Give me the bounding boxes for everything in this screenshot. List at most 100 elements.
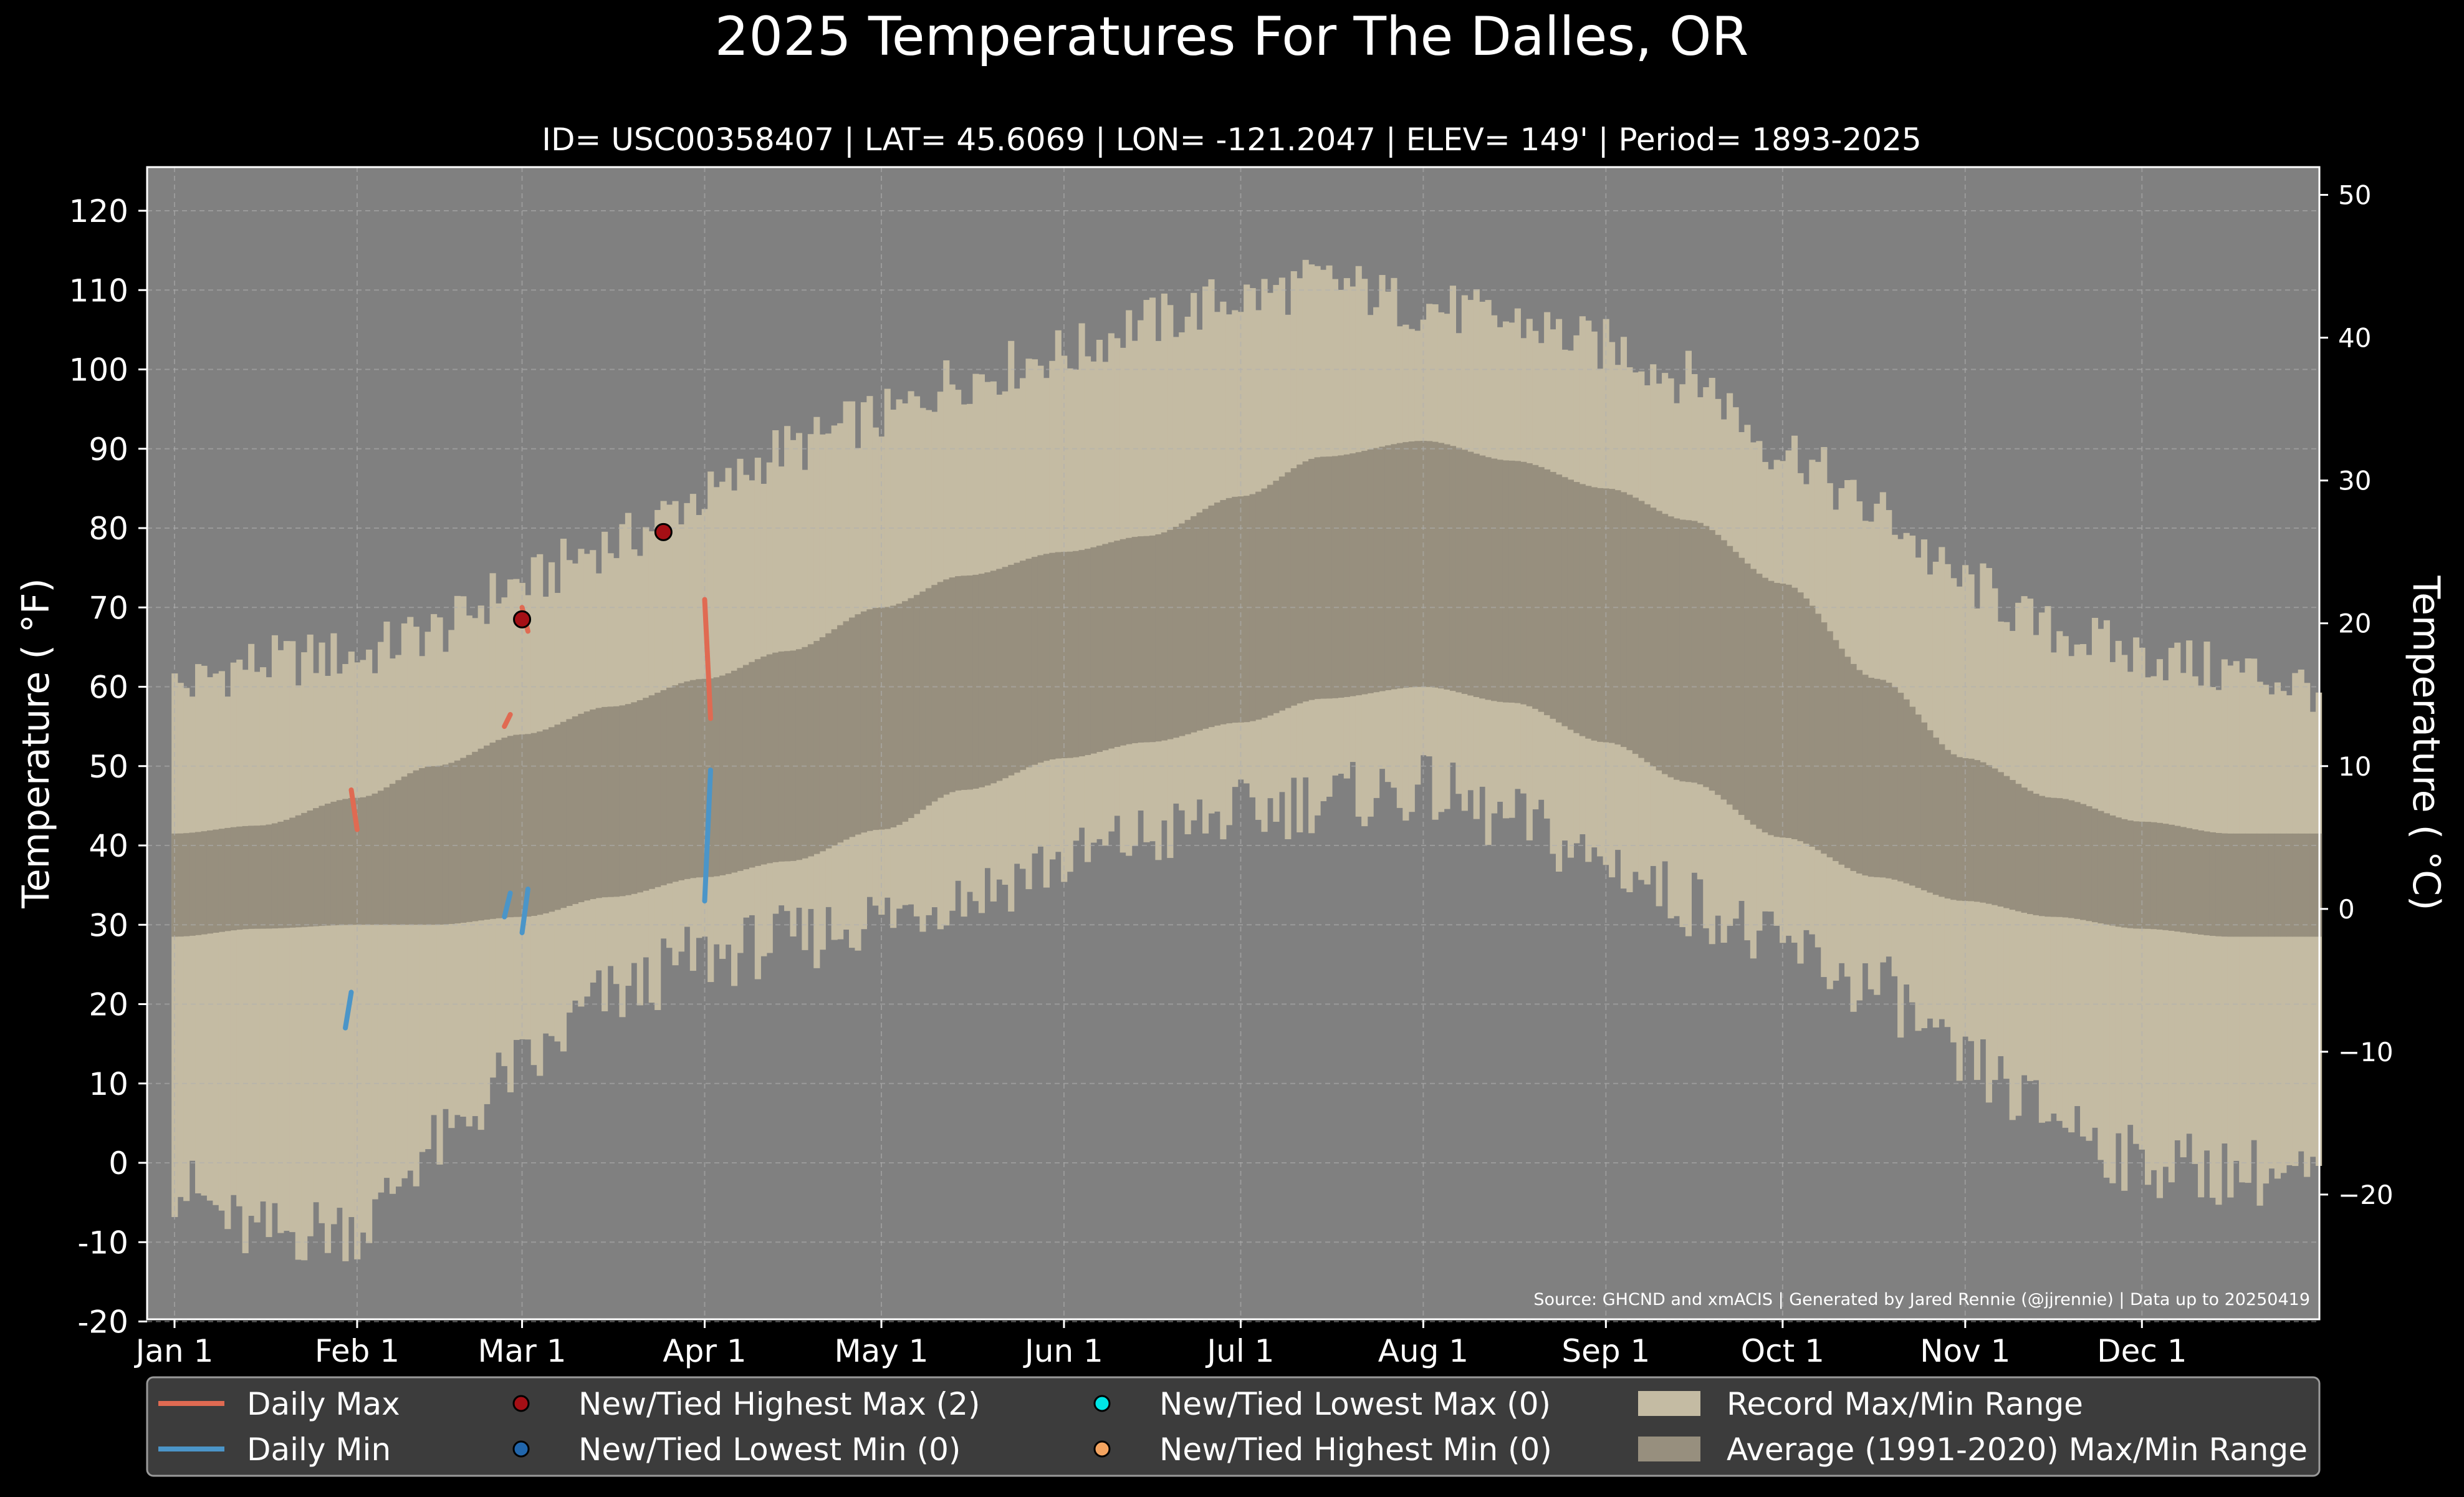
- average-range-bar: [966, 575, 974, 790]
- average-range-bar: [2233, 833, 2240, 937]
- average-range-bar: [1750, 569, 1757, 825]
- average-range-bar: [2286, 833, 2293, 937]
- record-range-bar: [248, 643, 255, 1216]
- x-tick-label: Nov 1: [1920, 1333, 2010, 1369]
- average-range-bar: [2015, 784, 2022, 912]
- average-range-bar: [1720, 540, 1727, 800]
- average-range-bar: [1343, 454, 1350, 697]
- average-range-bar: [1803, 598, 1810, 844]
- average-range-bar: [1980, 762, 1987, 903]
- average-range-bar: [1809, 605, 1816, 847]
- record-range-bar: [301, 652, 308, 1261]
- average-range-bar: [2097, 811, 2104, 924]
- daily-min-segment: [519, 886, 530, 935]
- average-range-bar: [218, 829, 225, 932]
- average-range-bar: [460, 758, 467, 923]
- average-range-bar: [1172, 526, 1179, 738]
- average-range-bar: [1096, 546, 1103, 753]
- y-left-tick-label: 20: [89, 987, 128, 1023]
- average-range-bar: [2239, 833, 2246, 937]
- average-range-bar: [1138, 536, 1144, 743]
- record-range-bar: [336, 673, 343, 1208]
- average-range-bar: [1143, 536, 1150, 743]
- y-left-tick-label: 120: [69, 193, 128, 229]
- average-range-bar: [684, 681, 691, 879]
- legend-label-new-tied-highest-min-0: New/Tied Highest Min (0): [1159, 1432, 1552, 1468]
- average-range-bar: [1844, 657, 1851, 869]
- average-range-bar: [790, 650, 797, 861]
- record-range-bar: [342, 664, 349, 1261]
- y-left-tick-label: 0: [108, 1145, 128, 1182]
- average-range-bar: [271, 823, 279, 929]
- average-range-bar: [1119, 539, 1126, 746]
- average-range-bar: [742, 665, 750, 870]
- average-range-bar: [224, 827, 231, 931]
- average-range-bar: [1020, 561, 1027, 770]
- legend-swatch-new-tied-highest-min-0: [1093, 1440, 1111, 1458]
- average-range-bar: [377, 791, 385, 925]
- average-range-bar: [2062, 799, 2069, 918]
- average-range-bar: [554, 724, 561, 910]
- average-range-bar: [807, 644, 814, 857]
- average-range-bar: [689, 680, 696, 878]
- average-range-bar: [454, 760, 461, 924]
- average-range-bar: [2245, 833, 2251, 937]
- average-range-bar: [537, 731, 544, 915]
- average-range-bar: [1856, 670, 1863, 874]
- average-range-bar: [1738, 557, 1745, 816]
- average-range-bar: [772, 652, 779, 862]
- average-range-bar: [1290, 468, 1297, 706]
- average-range-bar: [731, 670, 738, 873]
- average-range-bar: [1255, 491, 1262, 720]
- average-range-bar: [1444, 444, 1450, 690]
- average-range-bar: [283, 819, 290, 928]
- average-range-bar: [919, 591, 926, 810]
- average-range-bar: [1273, 481, 1280, 713]
- average-range-bar: [2262, 833, 2270, 937]
- average-range-bar: [484, 745, 491, 920]
- y-right-tick-label: 50: [2338, 180, 2371, 211]
- average-range-bar: [2198, 830, 2205, 935]
- record-range-bar: [2215, 690, 2222, 1205]
- average-range-bar: [501, 738, 508, 918]
- average-range-bar: [884, 607, 891, 829]
- average-range-bar: [749, 662, 755, 868]
- average-range-bar: [2174, 826, 2181, 932]
- y-left-tick-label: 10: [89, 1066, 128, 1102]
- average-range-bar: [1396, 443, 1403, 689]
- record-points: [513, 522, 673, 628]
- average-range-bar: [366, 796, 373, 925]
- average-range-bar: [795, 649, 803, 860]
- average-range-bar: [289, 817, 296, 928]
- average-range-bar: [855, 614, 861, 835]
- average-range-bar: [1597, 488, 1604, 742]
- average-range-bar: [1886, 682, 1892, 878]
- record-range-bar: [295, 685, 302, 1260]
- average-range-bar: [925, 588, 932, 806]
- average-range-bar: [1114, 541, 1121, 747]
- average-range-bar: [607, 706, 614, 897]
- average-range-bar: [1685, 520, 1692, 782]
- x-axis: Jan 1 Feb 1 Mar 1 Apr 1 May 1 Jun 1 Jul 1 Aug 1…: [134, 1319, 2187, 1369]
- average-range-bar: [1555, 474, 1563, 723]
- legend-label-new-tied-lowest-min-0: New/Tied Lowest Min (0): [578, 1432, 961, 1468]
- legend-label-daily-max: Daily Max: [247, 1386, 400, 1422]
- average-range-bar: [943, 579, 950, 795]
- average-range-bar: [2068, 800, 2075, 918]
- average-range-bar: [1992, 768, 1998, 905]
- legend-swatch-new-tied-lowest-max-0: [1093, 1395, 1111, 1412]
- record-range-bar: [177, 683, 184, 1197]
- average-range-bar: [1473, 453, 1480, 697]
- x-tick-label: May 1: [834, 1333, 928, 1369]
- average-range-bar: [542, 729, 549, 913]
- average-range-bar: [1338, 455, 1345, 698]
- legend-swatch-new-tied-lowest-min-0: [512, 1440, 530, 1458]
- average-range-bar: [1025, 559, 1032, 768]
- average-range-bar: [495, 739, 502, 918]
- average-range-bar: [1384, 445, 1392, 690]
- average-range-bar: [413, 770, 419, 925]
- average-range-bar: [1131, 537, 1138, 743]
- average-range-bar: [1573, 482, 1580, 733]
- record-high-max-point: [654, 522, 673, 541]
